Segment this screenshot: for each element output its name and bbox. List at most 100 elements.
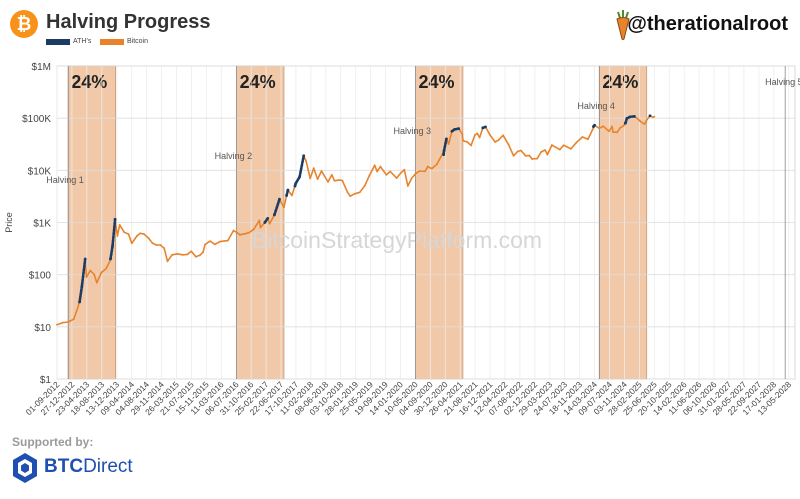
bitcoin-price-point bbox=[194, 255, 197, 258]
page-title: Halving Progress bbox=[46, 11, 211, 33]
bitcoin-price-point bbox=[546, 153, 549, 156]
bitcoin-price-point bbox=[123, 231, 126, 234]
bitcoin-price-point bbox=[346, 191, 349, 194]
bitcoin-price-point bbox=[209, 240, 212, 242]
y-tick-label: $1 bbox=[40, 375, 52, 386]
bitcoin-price-point bbox=[163, 247, 166, 250]
bitcoin-price-point bbox=[474, 133, 476, 136]
bitcoin-price-point bbox=[373, 164, 376, 167]
bitcoin-price-point bbox=[219, 240, 221, 243]
y-tick-label: $10K bbox=[28, 166, 52, 177]
bitcoin-price-point bbox=[333, 179, 336, 182]
ath-point bbox=[457, 127, 461, 131]
bitcoin-price-point bbox=[118, 223, 121, 226]
bitcoin-price-point bbox=[528, 154, 531, 157]
bitcoin-price-point bbox=[439, 156, 442, 158]
bitcoin-price-point bbox=[190, 250, 193, 253]
bitcoin-price-point bbox=[108, 260, 111, 263]
ath-point bbox=[302, 154, 306, 158]
bitcoin-price-point bbox=[399, 172, 402, 175]
ath-point bbox=[453, 127, 456, 131]
bitcoin-price-point bbox=[418, 170, 421, 172]
bitcoin-price-point bbox=[512, 154, 515, 157]
ath-point bbox=[294, 182, 298, 185]
bitcoin-price-point bbox=[358, 191, 361, 194]
bitcoin-logo-icon: ₿ bbox=[10, 10, 38, 38]
bitcoin-price-point bbox=[414, 172, 417, 175]
bitcoin-price-point bbox=[636, 117, 639, 120]
bitcoin-price-point bbox=[598, 127, 601, 130]
bitcoin-price-point bbox=[226, 239, 229, 242]
legend-item-aths: ATH's bbox=[46, 38, 91, 45]
bitcoin-price-point bbox=[290, 194, 293, 197]
bitcoin-price-point bbox=[252, 228, 255, 231]
bitcoin-price-point bbox=[646, 118, 649, 121]
legend-label-aths: ATH's bbox=[73, 38, 92, 45]
bitcoin-price-point bbox=[213, 243, 216, 246]
ath-point bbox=[293, 184, 297, 188]
bitcoin-price-point bbox=[143, 233, 145, 235]
ath-point bbox=[445, 137, 448, 141]
ath-point bbox=[298, 175, 302, 179]
bitcoin-price-point bbox=[395, 177, 398, 179]
brand-rest-text: Direct bbox=[83, 456, 133, 477]
y-tick-label: $1M bbox=[32, 62, 51, 73]
bitcoin-price-point bbox=[353, 192, 356, 195]
ath-segment bbox=[624, 115, 636, 125]
legend-label-bitcoin: Bitcoin bbox=[127, 38, 149, 45]
bitcoin-price-point bbox=[544, 149, 546, 151]
bitcoin-price-point bbox=[536, 157, 539, 160]
bitcoin-price-point bbox=[379, 165, 382, 168]
bitcoin-price-point bbox=[95, 281, 98, 284]
band-percent-label: 24% bbox=[602, 72, 638, 92]
bitcoin-price-point bbox=[327, 181, 329, 183]
bitcoin-price-point bbox=[406, 185, 409, 187]
bitcoin-price-point bbox=[166, 260, 169, 263]
bitcoin-price-point bbox=[155, 244, 158, 246]
ath-point bbox=[266, 216, 270, 220]
bitcoin-price-point bbox=[232, 229, 235, 232]
bitcoin-price-point bbox=[540, 151, 543, 153]
bitcoin-price-point bbox=[507, 143, 510, 146]
bitcoin-price-point bbox=[363, 184, 366, 187]
bitcoin-price-point bbox=[89, 269, 92, 272]
bitcoin-price-point bbox=[181, 253, 184, 256]
bitcoin-price-point bbox=[127, 233, 130, 235]
y-tick-label: $1K bbox=[33, 219, 51, 230]
ath-point bbox=[628, 115, 632, 119]
bitcoin-price-point bbox=[616, 131, 618, 134]
bitcoin-price-point bbox=[258, 219, 261, 222]
ath-point bbox=[109, 257, 112, 261]
halving-label: Halving 4 bbox=[577, 101, 615, 111]
ath-point bbox=[442, 149, 446, 153]
bitcoin-price-point bbox=[611, 125, 613, 128]
y-axis-label: Price bbox=[4, 212, 14, 233]
legend-swatch-aths bbox=[46, 38, 70, 45]
bitcoin-price-point bbox=[248, 231, 250, 234]
bitcoin-price-point bbox=[524, 154, 527, 157]
supported-by-label: Supported by: bbox=[12, 435, 94, 449]
bitcoin-price-point bbox=[619, 127, 622, 129]
bitcoin-price-point bbox=[476, 132, 479, 135]
bitcoin-price-point bbox=[612, 131, 614, 134]
bitcoin-price-point bbox=[159, 244, 162, 246]
bitcoin-price-point bbox=[61, 321, 64, 324]
ath-segment bbox=[273, 197, 281, 217]
ath-point bbox=[83, 257, 87, 261]
bitcoin-price-point bbox=[494, 141, 496, 143]
bitcoin-price-point bbox=[653, 115, 656, 118]
bitcoin-price-point bbox=[435, 163, 438, 166]
bitcoin-price-point bbox=[575, 141, 578, 144]
bitcoin-price-point bbox=[602, 125, 605, 128]
bitcoin-price-point bbox=[497, 139, 500, 141]
bitcoin-price-point bbox=[426, 165, 429, 168]
bitcoin-price-point bbox=[550, 144, 553, 146]
bitcoin-price-point bbox=[77, 305, 80, 307]
legend-item-bitcoin: Bitcoin bbox=[100, 38, 148, 45]
bitcoin-price-point bbox=[558, 148, 561, 151]
bitcoin-price-point bbox=[368, 174, 371, 177]
bitcoin-price-point bbox=[268, 222, 271, 225]
ath-point bbox=[272, 213, 276, 217]
bitcoin-price-point bbox=[171, 253, 174, 256]
ath-point bbox=[285, 194, 289, 197]
